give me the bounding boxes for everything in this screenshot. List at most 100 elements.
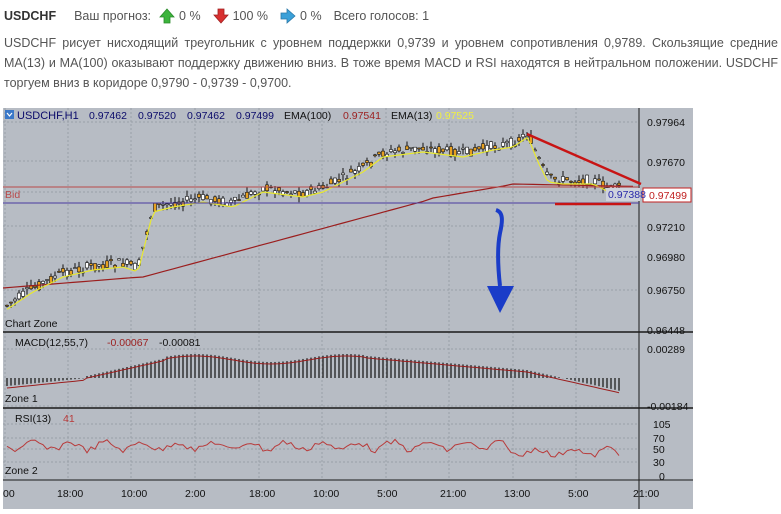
candle-body [301,192,305,197]
rsi-line [6,438,620,458]
candle-body [361,162,365,166]
macd-value: -0.00067 [107,337,149,349]
candle-body [501,142,505,147]
resistance-trendline [526,132,642,186]
last-price: 0.97388 [608,189,646,201]
vote-flat-value: 0 % [300,9,322,23]
candle-body [437,146,441,154]
ema100-line [2,183,634,289]
candle-body [117,258,121,261]
time-tick: 2:00 [185,488,206,500]
candle-body [5,304,9,307]
ema13-line [6,136,620,310]
price-tick: 0.97210 [647,222,685,234]
ema13-label: EMA(13) [391,110,432,122]
candle-body [349,168,353,173]
rsi-tick: 70 [653,433,665,445]
time-tick: 5:00 [568,488,589,500]
chart-background [3,108,693,509]
candle-body [45,279,49,281]
candle-body [101,264,105,270]
vote-down-value: 100 % [232,9,269,23]
candle-body [593,178,597,185]
vote-down-button[interactable]: 100 % [212,8,269,24]
vote-flat-button[interactable]: 0 % [280,8,322,24]
main-zone-label: Chart Zone [5,318,58,330]
ema13-value: 0.97525 [436,110,474,122]
candle-body [337,179,341,183]
candle-body [165,203,169,206]
candle-body [229,199,233,203]
candle-body [449,146,453,157]
rsi-value: 41 [63,413,75,425]
candle-body [193,198,197,201]
candle-body [545,171,549,175]
candle-body [97,264,101,267]
time-tick: 10:00 [121,488,147,500]
candle-body [465,146,469,154]
price-tick: 0.97670 [647,157,685,169]
candle-body [313,190,317,194]
candle-body [341,172,345,175]
candle-body [41,281,45,284]
candle-body [69,270,73,275]
candle-body [481,143,485,150]
last-price-tag [606,188,640,201]
candle-body [353,170,357,174]
candle-body [57,271,61,273]
candle-body [277,187,281,192]
time-tick: 18:00 [249,488,275,500]
forecast-label: Ваш прогноз: [74,9,152,23]
candle-body [413,146,417,152]
candle-body [245,191,249,199]
macd-tick: 0.00289 [647,344,685,356]
macd-zone-label: Zone 1 [5,393,38,405]
candle-body [109,259,113,262]
macd-signal-value: -0.00081 [159,337,201,349]
candle-body [393,150,397,153]
candle-body [473,147,477,152]
arrow-right-icon [280,8,296,24]
candle-body [365,160,369,163]
forecast-header: USDCHF Ваш прогноз: 0 % 100 % 0 % Всего … [4,6,429,26]
chart-info-bar: USDCHF,H1 0.97462 0.97520 0.97462 0.9749… [5,110,474,122]
candle-body [561,176,565,182]
candle-body [441,148,445,153]
rsi-tick: 0 [659,471,665,483]
candle-body [565,177,569,181]
time-tick: 18:00 [57,488,83,500]
candle-body [21,290,25,297]
price-scale: 0.97964 0.97670 0.97210 0.96980 0.96750 … [606,117,692,337]
arrow-up-icon [159,8,175,24]
candle-body [17,292,21,300]
grid-lines [3,108,639,480]
time-tick: 21:00 [633,488,659,500]
forecast-arrow-icon [487,208,514,313]
chart-canvas[interactable]: USDCHF,H1 0.97462 0.97520 0.97462 0.9749… [2,108,693,509]
candle-body [305,190,309,197]
ema100-label: EMA(100) [284,110,331,122]
chart-menu-icon[interactable] [5,110,14,119]
candle-body [401,152,405,154]
price-chart[interactable]: USDCHF,H1 0.97462 0.97520 0.97462 0.9749… [2,108,693,509]
candle-body [405,145,409,150]
candle-body [173,201,177,208]
ohlc-open: 0.97462 [89,110,127,122]
candle-body [409,147,413,149]
candle-body [121,263,125,267]
candle-body [373,154,377,157]
ohlc-close: 0.97499 [236,110,274,122]
candle-body [105,260,109,268]
candle-body [329,178,333,185]
ema100-value: 0.97541 [343,110,381,122]
candle-body [133,263,137,271]
candle-body [285,191,289,193]
candle-body [181,201,185,207]
candle-body [9,301,13,304]
macd-signal-line [6,355,620,394]
symbol-title: USDCHF [4,9,57,23]
candle-body [73,267,77,269]
vote-up-button[interactable]: 0 % [159,8,201,24]
candle-body [617,182,621,186]
time-tick: 10:00 [313,488,339,500]
